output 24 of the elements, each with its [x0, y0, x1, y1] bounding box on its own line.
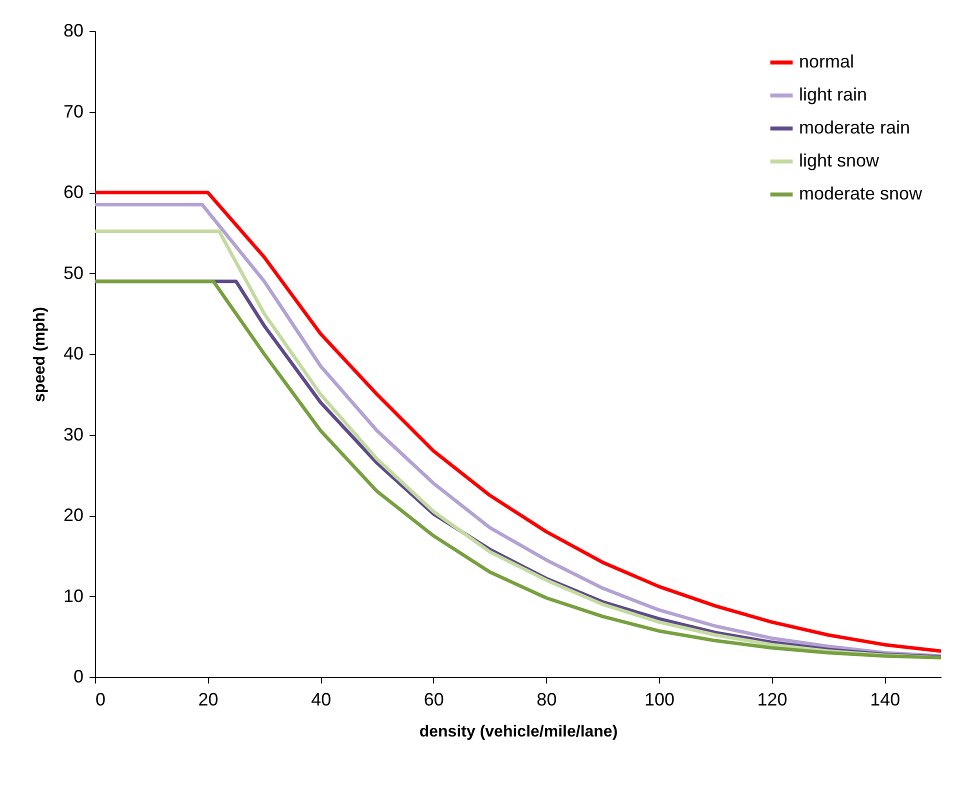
y-tick-label: 0 [73, 666, 84, 686]
y-tick-label: 70 [63, 101, 84, 122]
legend-label: moderate rain [799, 118, 910, 138]
y-tick-label: 10 [63, 586, 84, 606]
y-tick-label: 80 [63, 20, 84, 40]
x-tick-label: 100 [644, 690, 675, 710]
x-tick-label: 80 [536, 690, 557, 710]
x-tick-label: 20 [198, 690, 218, 710]
x-tick-label: 40 [311, 690, 332, 710]
x-axis-title: density (vehicle/mile/lane) [419, 724, 618, 740]
x-tick-label: 120 [757, 690, 788, 710]
legend-label: normal [799, 52, 854, 72]
y-tick-label: 40 [63, 344, 84, 364]
y-tick-label: 30 [63, 424, 84, 444]
legend-label: light rain [799, 84, 868, 104]
y-tick-label: 50 [63, 262, 84, 283]
legend-label: light snow [799, 150, 880, 170]
y-tick-label: 20 [63, 505, 84, 525]
x-tick-label: 60 [424, 690, 444, 710]
x-tick-label: 0 [96, 690, 106, 710]
y-tick-label: 60 [63, 182, 84, 202]
y-axis-title: speed (mph) [31, 306, 48, 402]
legend-label: moderate snow [799, 184, 924, 204]
x-tick-label: 140 [870, 690, 900, 710]
